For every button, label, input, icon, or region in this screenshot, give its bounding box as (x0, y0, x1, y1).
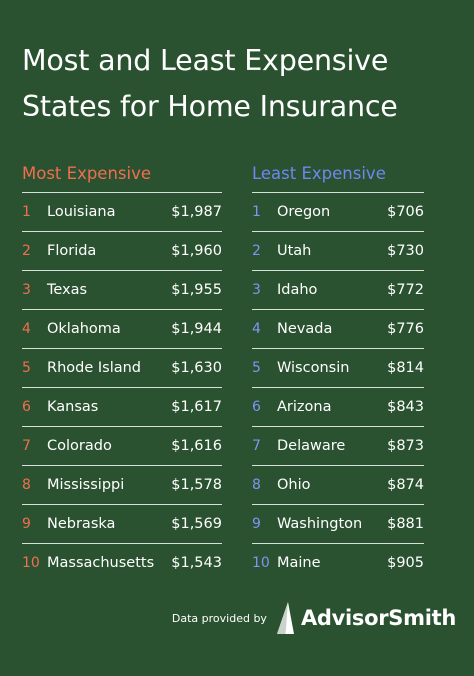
table-row: 5 Wisconsin $814 (252, 349, 424, 388)
rank-number: 4 (22, 321, 31, 337)
table-row: 8 Ohio $874 (252, 466, 424, 505)
table-row: 10 Massachusetts $1,543 (22, 544, 222, 582)
rank-number: 3 (252, 282, 261, 298)
state-name: Massachusetts (47, 555, 155, 571)
state-name: Florida (47, 243, 97, 259)
most-expensive-column: Most Expensive 1 Louisiana $1,987 2 Florida $… (22, 160, 222, 582)
state-name: Mississippi (47, 477, 125, 493)
average-cost: $1,944 (171, 321, 222, 337)
most-expensive-list: 1 Louisiana $1,987 2 Florida $1,960 3 Texas $1,9… (22, 193, 222, 582)
average-cost: $730 (387, 243, 424, 259)
average-cost: $843 (387, 399, 424, 415)
rank-number: 6 (252, 399, 261, 415)
state-name: Idaho (277, 282, 318, 298)
rank-number: 1 (252, 204, 261, 220)
state-name: Maine (277, 555, 321, 571)
page-title: Most and Least Expensive States for Home… (22, 38, 462, 130)
table-row: 4 Oklahoma $1,944 (22, 310, 222, 349)
rank-number: 8 (22, 477, 31, 493)
rank-number: 8 (252, 477, 261, 493)
least-expensive-list: 1 Oregon $706 2 Utah $730 3 Idaho $772 4 Nevada $77… (252, 193, 424, 582)
table-row: 4 Nevada $776 (252, 310, 424, 349)
data-provided-by-text: Data provided by (171, 611, 267, 625)
average-cost: $1,987 (171, 204, 222, 220)
state-name: Ohio (277, 477, 311, 493)
state-name: Louisiana (47, 204, 116, 220)
rank-number: 2 (22, 243, 31, 259)
advisorsmith-logo-icon (276, 602, 294, 634)
table-row: 3 Texas $1,955 (22, 271, 222, 310)
table-row: 2 Utah $730 (252, 232, 424, 271)
average-cost: $814 (387, 360, 424, 376)
table-row: 7 Delaware $873 (252, 427, 424, 466)
rank-number: 6 (22, 399, 31, 415)
average-cost: $881 (387, 516, 424, 532)
rank-number: 7 (22, 438, 31, 454)
state-name: Nebraska (47, 516, 116, 532)
state-name: Washington (277, 516, 363, 532)
table-row: 5 Rhode Island $1,630 (22, 349, 222, 388)
average-cost: $1,955 (171, 282, 222, 298)
rank-number: 1 (22, 204, 31, 220)
table-row: 7 Colorado $1,616 (22, 427, 222, 466)
average-cost: $706 (387, 204, 424, 220)
least-expensive-column: Least Expensive 1 Oregon $706 2 Utah $730 3 Ida… (252, 160, 424, 582)
average-cost: $1,616 (171, 438, 222, 454)
state-name: Oklahoma (47, 321, 121, 337)
state-name: Oregon (277, 204, 331, 220)
least-expensive-heading: Least Expensive (252, 160, 424, 193)
rank-number: 4 (252, 321, 261, 337)
title-line-1: Most and Least Expensive (22, 44, 389, 77)
title-line-2: States for Home Insurance (22, 90, 398, 123)
average-cost: $874 (387, 477, 424, 493)
rank-number: 2 (252, 243, 261, 259)
table-row: 6 Kansas $1,617 (22, 388, 222, 427)
footer-attribution: Data provided by AdvisorSmith (172, 598, 456, 638)
average-cost: $1,617 (171, 399, 222, 415)
state-name: Utah (277, 243, 312, 259)
state-name: Nevada (277, 321, 333, 337)
average-cost: $905 (387, 555, 424, 571)
average-cost: $873 (387, 438, 424, 454)
table-row: 2 Florida $1,960 (22, 232, 222, 271)
average-cost: $1,630 (171, 360, 222, 376)
most-expensive-heading: Most Expensive (22, 160, 222, 193)
advisorsmith-brand: AdvisorSmith (300, 606, 456, 630)
average-cost: $1,578 (171, 477, 222, 493)
state-name: Kansas (47, 399, 99, 415)
table-row: 9 Nebraska $1,569 (22, 505, 222, 544)
state-name: Wisconsin (277, 360, 350, 376)
rank-number: 5 (22, 360, 31, 376)
state-name: Rhode Island (47, 360, 142, 376)
rank-number: 9 (252, 516, 261, 532)
average-cost: $776 (387, 321, 424, 337)
rank-number: 10 (252, 555, 270, 571)
rank-number: 9 (22, 516, 31, 532)
average-cost: $1,569 (171, 516, 222, 532)
table-row: 1 Oregon $706 (252, 193, 424, 232)
table-row: 6 Arizona $843 (252, 388, 424, 427)
average-cost: $1,543 (171, 555, 222, 571)
table-row: 10 Maine $905 (252, 544, 424, 582)
rank-number: 5 (252, 360, 261, 376)
average-cost: $1,960 (171, 243, 222, 259)
state-name: Texas (47, 282, 88, 298)
state-name: Delaware (277, 438, 346, 454)
table-row: 3 Idaho $772 (252, 271, 424, 310)
state-name: Arizona (277, 399, 332, 415)
average-cost: $772 (387, 282, 424, 298)
table-row: 1 Louisiana $1,987 (22, 193, 222, 232)
rank-number: 7 (252, 438, 261, 454)
rank-number: 3 (22, 282, 31, 298)
table-row: 8 Mississippi $1,578 (22, 466, 222, 505)
table-row: 9 Washington $881 (252, 505, 424, 544)
rank-number: 10 (22, 555, 40, 571)
state-name: Colorado (47, 438, 112, 454)
